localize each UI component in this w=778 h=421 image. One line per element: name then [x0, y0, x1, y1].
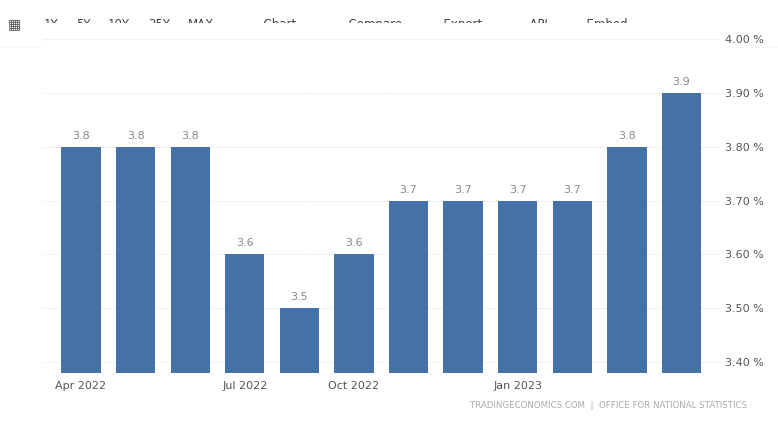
Text: ▦: ▦ — [8, 17, 20, 31]
Bar — [225, 254, 265, 421]
Text: TRADINGECONOMICS.COM  |  OFFICE FOR NATIONAL STATISTICS: TRADINGECONOMICS.COM | OFFICE FOR NATION… — [470, 402, 747, 410]
Text: Export: Export — [436, 18, 482, 31]
Bar — [170, 147, 210, 421]
Bar — [662, 93, 701, 421]
Text: 3.9: 3.9 — [672, 77, 690, 87]
Bar — [61, 147, 100, 421]
Text: 3.7: 3.7 — [454, 185, 472, 195]
Text: 3.8: 3.8 — [72, 131, 90, 141]
Text: 3.8: 3.8 — [618, 131, 636, 141]
Text: Chart: Chart — [256, 18, 296, 31]
Text: 25Y: 25Y — [149, 18, 170, 31]
Bar — [443, 200, 482, 421]
Text: 3.7: 3.7 — [400, 185, 417, 195]
Text: 3.7: 3.7 — [509, 185, 527, 195]
Text: 1Y: 1Y — [44, 18, 58, 31]
Text: 3.6: 3.6 — [345, 238, 363, 248]
Bar — [552, 200, 592, 421]
Text: API: API — [522, 18, 548, 31]
Text: Embed: Embed — [579, 18, 627, 31]
Bar — [335, 254, 373, 421]
Bar — [607, 147, 647, 421]
Text: Compare: Compare — [342, 18, 402, 31]
Text: MAX: MAX — [187, 18, 214, 31]
Text: 3.7: 3.7 — [563, 185, 581, 195]
Bar — [280, 308, 319, 421]
Text: 3.8: 3.8 — [181, 131, 199, 141]
Bar — [498, 200, 538, 421]
Text: 3.6: 3.6 — [236, 238, 254, 248]
Text: 10Y: 10Y — [107, 18, 129, 31]
Text: 3.8: 3.8 — [127, 131, 145, 141]
Bar — [389, 200, 428, 421]
Text: 3.5: 3.5 — [290, 292, 308, 302]
Text: 5Y: 5Y — [76, 18, 90, 31]
Bar — [116, 147, 156, 421]
